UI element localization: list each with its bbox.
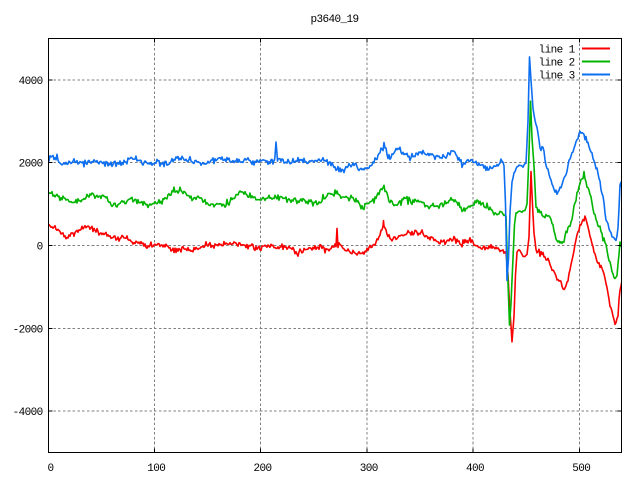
svg-text:0: 0: [37, 242, 43, 254]
svg-text:-4000: -4000: [13, 407, 43, 419]
svg-text:400: 400: [466, 463, 484, 475]
svg-text:line 2: line 2: [539, 58, 575, 70]
svg-text:2000: 2000: [19, 159, 43, 171]
svg-text:500: 500: [572, 463, 590, 475]
svg-text:-2000: -2000: [13, 324, 43, 336]
svg-text:300: 300: [360, 463, 378, 475]
svg-text:100: 100: [147, 463, 165, 475]
svg-text:p3640_19: p3640_19: [310, 14, 358, 26]
svg-text:line 3: line 3: [539, 71, 575, 83]
svg-text:0: 0: [47, 463, 53, 475]
svg-text:200: 200: [253, 463, 271, 475]
svg-text:4000: 4000: [19, 76, 43, 88]
svg-text:line 1: line 1: [539, 45, 576, 57]
